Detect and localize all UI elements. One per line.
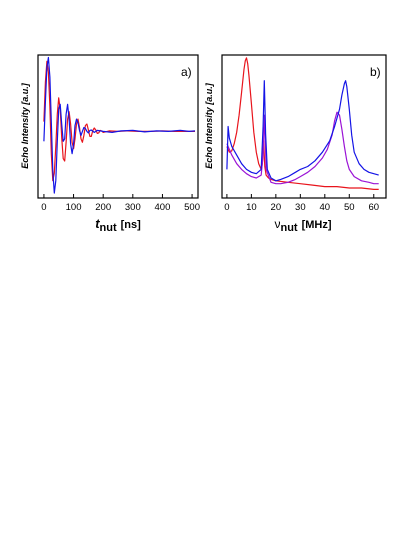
panel-a: a) Echo Intensity [a.u.] tnut [ns] 0 100 20…	[20, 54, 200, 234]
panel-b-label: b)	[370, 65, 381, 79]
panel-a-x-tick-label: 400	[155, 202, 171, 213]
panel-b-series-line-1	[226, 57, 379, 190]
panel-b-series	[226, 57, 379, 190]
panel-b-x-tick-label: 60	[368, 202, 379, 213]
panel-b-series-line-3	[226, 80, 379, 182]
panel-b-x-tick-label: 40	[320, 202, 331, 213]
panel-b-x-axis-label-main: ν	[274, 217, 280, 231]
panel-a-x-axis-label: tnut [ns]	[95, 216, 141, 234]
panel-b-x-tick-label: 20	[271, 202, 282, 213]
panel-a-x-axis-label-unit: [ns]	[121, 219, 142, 231]
panel-a-x-tick-label: 200	[95, 202, 111, 213]
panel-a-x-ticks: 0 100 200 300 400 500	[41, 194, 200, 213]
panel-b-plot-frame	[221, 54, 387, 199]
panel-a-x-tick-label: 300	[125, 202, 141, 213]
panel-a-y-axis-label: Echo Intensity [a.u.]	[20, 82, 30, 169]
panel-a-series-line-1	[43, 60, 195, 182]
panel-b-x-ticks: 0 10 20 30 40 50 60	[224, 194, 379, 213]
panel-b: b) Echo Intensity [a.u.] νnut [MHz] 0 10 20…	[204, 54, 387, 234]
panel-a-x-axis-label-subscript: nut	[100, 222, 117, 234]
panel-b-x-tick-label: 10	[246, 202, 257, 213]
panel-b-x-tick-label: 30	[295, 202, 306, 213]
panel-a-x-tick-label: 500	[184, 202, 200, 213]
panel-a-plot-frame	[37, 54, 199, 199]
panel-a-x-axis-label-main: t	[95, 216, 100, 231]
panel-b-x-axis-label-subscript: nut	[280, 222, 297, 234]
panel-b-x-axis-label: νnut [MHz]	[274, 217, 331, 234]
panel-a-series	[43, 56, 196, 194]
panel-a-label: a)	[181, 65, 192, 79]
panel-b-series-line-2	[226, 111, 379, 185]
panel-a-series-line-2	[43, 56, 196, 194]
panel-b-y-axis-label: Echo Intensity [a.u.]	[204, 82, 214, 169]
panel-b-x-axis-label-unit: [MHz]	[302, 219, 332, 231]
panel-b-x-tick-label: 0	[224, 202, 229, 213]
panel-a-x-tick-label: 0	[41, 202, 46, 213]
panel-a-x-tick-label: 100	[66, 202, 82, 213]
panel-b-x-tick-label: 50	[344, 202, 355, 213]
